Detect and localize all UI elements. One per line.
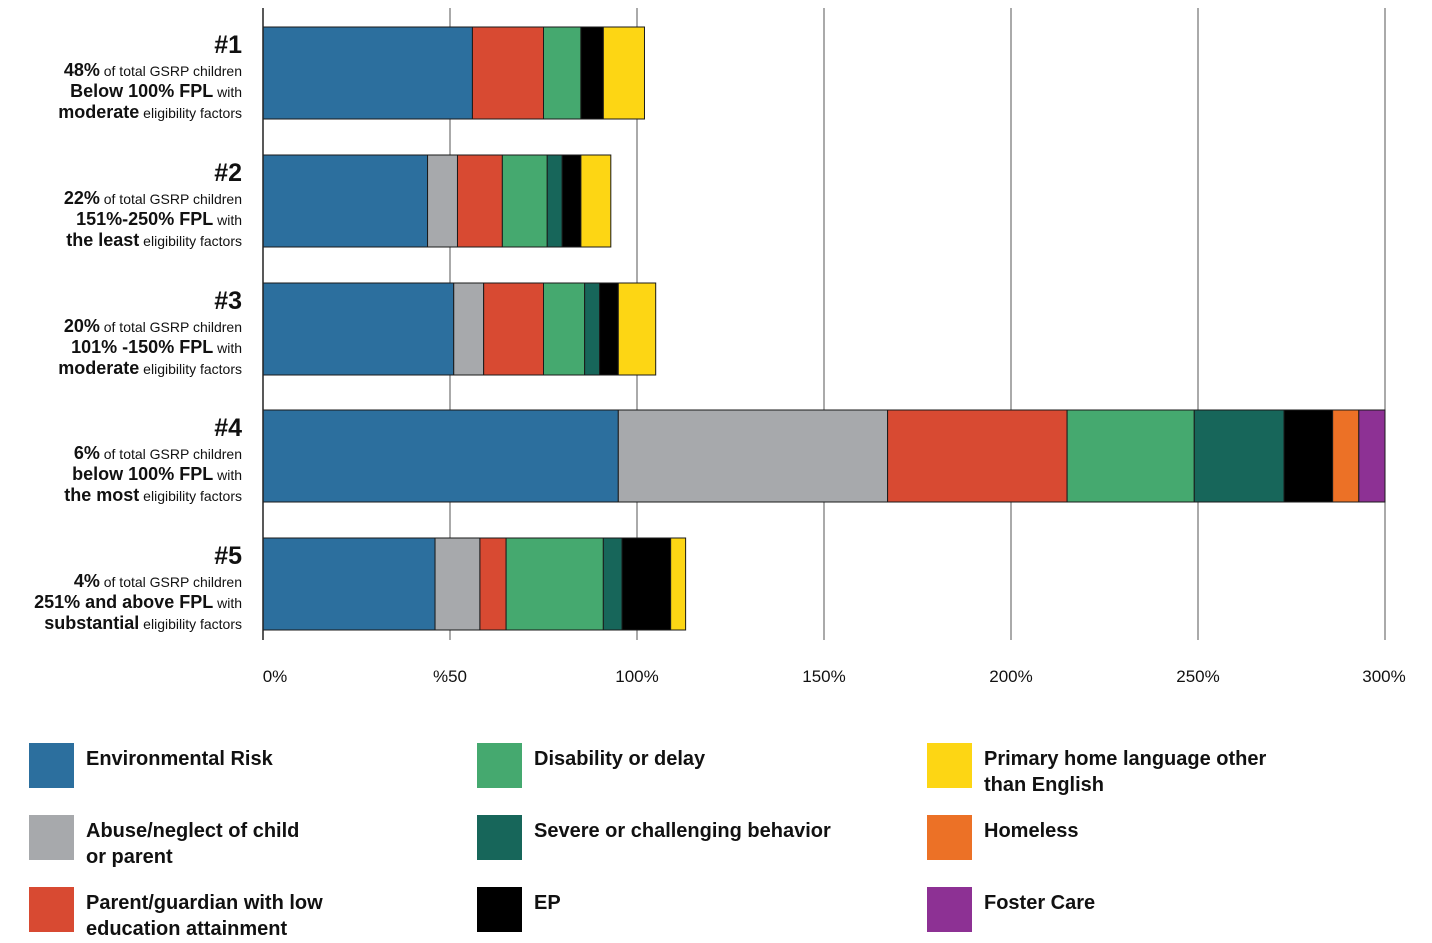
bar-segment xyxy=(543,282,586,376)
behavior-swatch xyxy=(477,815,522,860)
homeless-swatch xyxy=(927,815,972,860)
bar-segment xyxy=(1358,409,1386,503)
bar-segment xyxy=(617,282,657,376)
category-label-line: 101% -150% FPL with xyxy=(71,337,242,357)
x-tick-label: 0% xyxy=(263,667,288,686)
legend-label: Severe or challenging behavior xyxy=(534,820,831,842)
abuse-neglect-swatch xyxy=(29,815,74,860)
bar-segment xyxy=(427,154,458,248)
category-label-line: the least eligibility factors xyxy=(66,230,242,250)
category-label-line: substantial eligibility factors xyxy=(44,613,242,633)
x-axis-tick-labels: 0% %50 100% 150% 200% 250% 300% xyxy=(263,667,1406,686)
x-tick-label: 250% xyxy=(1176,667,1219,686)
x-tick-label: 100% xyxy=(615,667,658,686)
bar-segment xyxy=(580,26,604,120)
bar-segment xyxy=(456,154,503,248)
bar-segment xyxy=(262,26,473,120)
category-number: #1 xyxy=(214,31,242,59)
bar-segment xyxy=(262,537,436,631)
category-label-line: 251% and above FPL with xyxy=(34,592,242,612)
bar-segment xyxy=(602,537,623,631)
legend-label: Abuse/neglect of child xyxy=(86,820,299,842)
legend-label: education attainment xyxy=(86,918,287,940)
category-label-line: Below 100% FPL with xyxy=(70,81,242,101)
language-swatch xyxy=(927,743,972,788)
bar-segment xyxy=(479,537,507,631)
legend-label: EP xyxy=(534,892,561,914)
bar-segments xyxy=(262,26,1386,631)
category-number: #3 xyxy=(214,287,242,315)
legend-label: than English xyxy=(984,774,1104,796)
legend-label: Homeless xyxy=(984,820,1079,842)
category-label-line: moderate eligibility factors xyxy=(58,102,242,122)
legend: Environmental Risk Abuse/neglect of child… xyxy=(29,743,1267,940)
bar-segment xyxy=(501,154,548,248)
low-education-swatch xyxy=(29,887,74,932)
x-tick-label: 150% xyxy=(802,667,845,686)
bar-segment xyxy=(483,282,545,376)
category-label-line: 20% of total GSRP children xyxy=(64,316,242,336)
disability-swatch xyxy=(477,743,522,788)
bar-segment xyxy=(1066,409,1195,503)
bar-segment xyxy=(1283,409,1334,503)
category-label-line: 4% of total GSRP children xyxy=(74,571,242,591)
bar-segment xyxy=(621,537,672,631)
bar-segment xyxy=(262,282,455,376)
bar-segment xyxy=(602,26,645,120)
category-label-line: moderate eligibility factors xyxy=(58,358,242,378)
bar-segment xyxy=(1193,409,1285,503)
category-label-line: below 100% FPL with xyxy=(72,464,242,484)
bar-segment xyxy=(262,154,429,248)
category-label-line: 22% of total GSRP children xyxy=(64,188,242,208)
category-label-line: the most eligibility factors xyxy=(64,485,242,505)
x-tick-label: %50 xyxy=(433,667,467,686)
bar-segment xyxy=(471,26,544,120)
bar-segment xyxy=(584,282,601,376)
bar-segment xyxy=(1332,409,1360,503)
bar-segment xyxy=(453,282,485,376)
bar-segment xyxy=(887,409,1068,503)
bar-segment xyxy=(580,154,612,248)
bar-segment xyxy=(599,282,619,376)
environmental-risk-swatch xyxy=(29,743,74,788)
bar-segment xyxy=(434,537,481,631)
category-number: #4 xyxy=(214,414,242,442)
bar-segment xyxy=(262,409,619,503)
foster-care-swatch xyxy=(927,887,972,932)
category-label-line: 151%-250% FPL with xyxy=(76,209,242,229)
legend-label: or parent xyxy=(86,846,173,868)
x-tick-label: 200% xyxy=(989,667,1032,686)
bar-segment xyxy=(561,154,582,248)
bar-segment xyxy=(617,409,889,503)
category-label-line: 48% of total GSRP children xyxy=(64,60,242,80)
legend-label: Disability or delay xyxy=(534,748,706,770)
bar-segment xyxy=(670,537,687,631)
legend-label: Parent/guardian with low xyxy=(86,892,323,914)
legend-label: Environmental Risk xyxy=(86,748,274,770)
legend-label: Foster Care xyxy=(984,892,1095,914)
ep-swatch xyxy=(477,887,522,932)
bar-segment xyxy=(546,154,563,248)
category-number: #5 xyxy=(214,542,242,570)
category-number: #2 xyxy=(214,159,242,187)
category-label-line: 6% of total GSRP children xyxy=(74,443,242,463)
x-tick-label: 300% xyxy=(1362,667,1405,686)
legend-label: Primary home language other xyxy=(984,748,1267,770)
bar-segment xyxy=(543,26,582,120)
bar-segment xyxy=(505,537,604,631)
